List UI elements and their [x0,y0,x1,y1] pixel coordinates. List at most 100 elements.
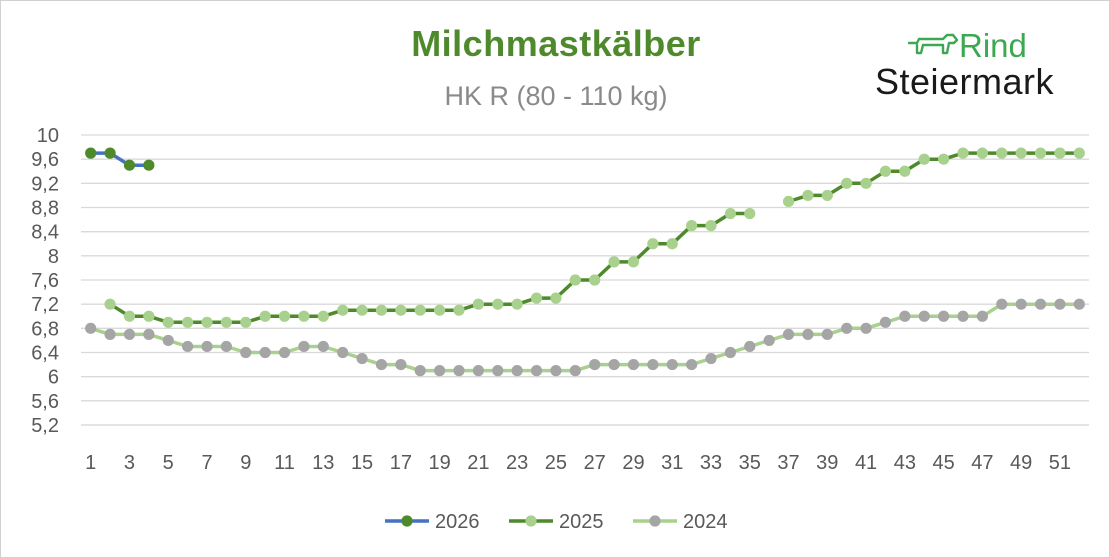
data-point-2025 [240,316,252,328]
y-tick-label: 6 [48,367,59,389]
data-point-2024 [1015,298,1027,310]
data-point-2024 [123,328,136,340]
data-point-2025 [337,304,349,316]
rind-steiermark-logo: Rind Steiermark [873,25,1063,105]
data-point-2024 [899,310,911,322]
data-point-2025 [143,310,155,322]
data-point-2025 [201,316,213,328]
data-point-2024 [666,358,678,371]
data-point-2024 [337,346,349,359]
data-point-2024 [686,358,698,371]
x-tick-label: 23 [506,452,528,474]
chart-title: Milchmastkälber [411,23,701,64]
data-point-2025 [782,195,795,208]
data-point-2025 [802,189,814,202]
x-tick-label: 21 [467,452,489,474]
logo-word-rind: Rind [959,27,1027,64]
y-tick-label: 7,6 [31,270,59,292]
data-point-2025 [492,298,504,310]
data-point-2024 [201,340,213,353]
legend-swatch-marker [401,515,413,527]
data-point-2025 [530,292,543,304]
data-point-2025 [472,298,484,310]
data-point-2025 [821,189,833,202]
data-point-2025 [996,147,1008,159]
x-tick-label: 3 [124,452,135,474]
data-point-2024 [627,358,640,371]
data-point-2024 [938,310,950,322]
data-point-2024 [1073,298,1085,310]
legend-label: 2024 [683,511,728,533]
data-point-2024 [511,365,523,377]
data-point-2025 [1054,147,1066,159]
legend-label: 2025 [559,511,604,533]
data-point-2026 [123,159,136,171]
data-point-2024 [317,340,329,353]
data-point-2024 [259,346,271,359]
y-tick-label: 5,2 [31,415,59,437]
data-point-2025 [666,238,678,250]
x-tick-label: 51 [1049,452,1071,474]
data-point-2025 [414,304,426,316]
data-point-2025 [317,310,329,322]
legend-entry-2025: 2025 [509,511,604,533]
calf-outline-icon [907,33,959,55]
data-point-2025 [434,304,446,316]
x-tick-label: 41 [855,452,877,474]
x-tick-label: 45 [932,452,954,474]
x-tick-label: 25 [545,452,567,474]
data-point-2024 [1034,298,1047,310]
data-point-2025 [395,304,407,316]
data-point-2025 [298,310,310,322]
data-point-2024 [220,340,232,353]
data-point-2025 [511,298,523,310]
data-point-2025 [705,220,717,232]
series-line-2025 [109,211,750,325]
data-point-2025 [104,298,116,310]
x-tick-label: 1 [85,452,96,474]
data-point-2024 [240,346,252,359]
series-2024 [85,298,1085,377]
data-point-2025 [627,256,640,268]
data-point-2025 [1073,147,1085,159]
data-point-2024 [879,316,892,328]
data-point-2025 [220,316,232,328]
y-tick-label: 6,4 [31,343,59,365]
x-tick-label: 47 [971,452,993,474]
data-point-2024 [744,340,756,353]
data-point-2024 [395,358,407,371]
x-tick-label: 9 [240,452,251,474]
data-point-2025 [860,177,872,189]
data-point-2025 [647,238,659,250]
data-point-2025 [724,207,736,220]
data-point-2024 [1054,298,1066,310]
x-tick-label: 15 [351,452,373,474]
x-tick-label: 29 [622,452,644,474]
data-point-2025 [879,165,892,177]
data-point-2025 [976,147,988,159]
data-point-2024 [375,358,388,371]
data-point-2025 [453,304,465,316]
data-point-2025 [162,316,174,328]
data-point-2024 [608,358,620,371]
legend-swatch-marker [525,515,537,527]
data-point-2024 [724,346,736,359]
data-point-2025 [899,165,911,177]
data-point-2025 [182,316,194,328]
gridlines [81,134,1089,426]
series-line-2024 [90,302,1080,373]
data-point-2025 [608,256,620,268]
y-tick-label: 8,8 [31,198,59,220]
series-2025 [104,147,1085,328]
data-point-2024 [278,346,291,359]
legend-label: 2026 [435,511,480,533]
data-point-2024 [802,328,814,340]
data-point-2025 [1015,147,1027,159]
data-point-2024 [996,298,1008,310]
data-point-2024 [860,322,872,334]
y-tick-label: 6,8 [31,318,59,340]
x-tick-label: 19 [428,452,450,474]
data-point-2025 [744,207,756,220]
